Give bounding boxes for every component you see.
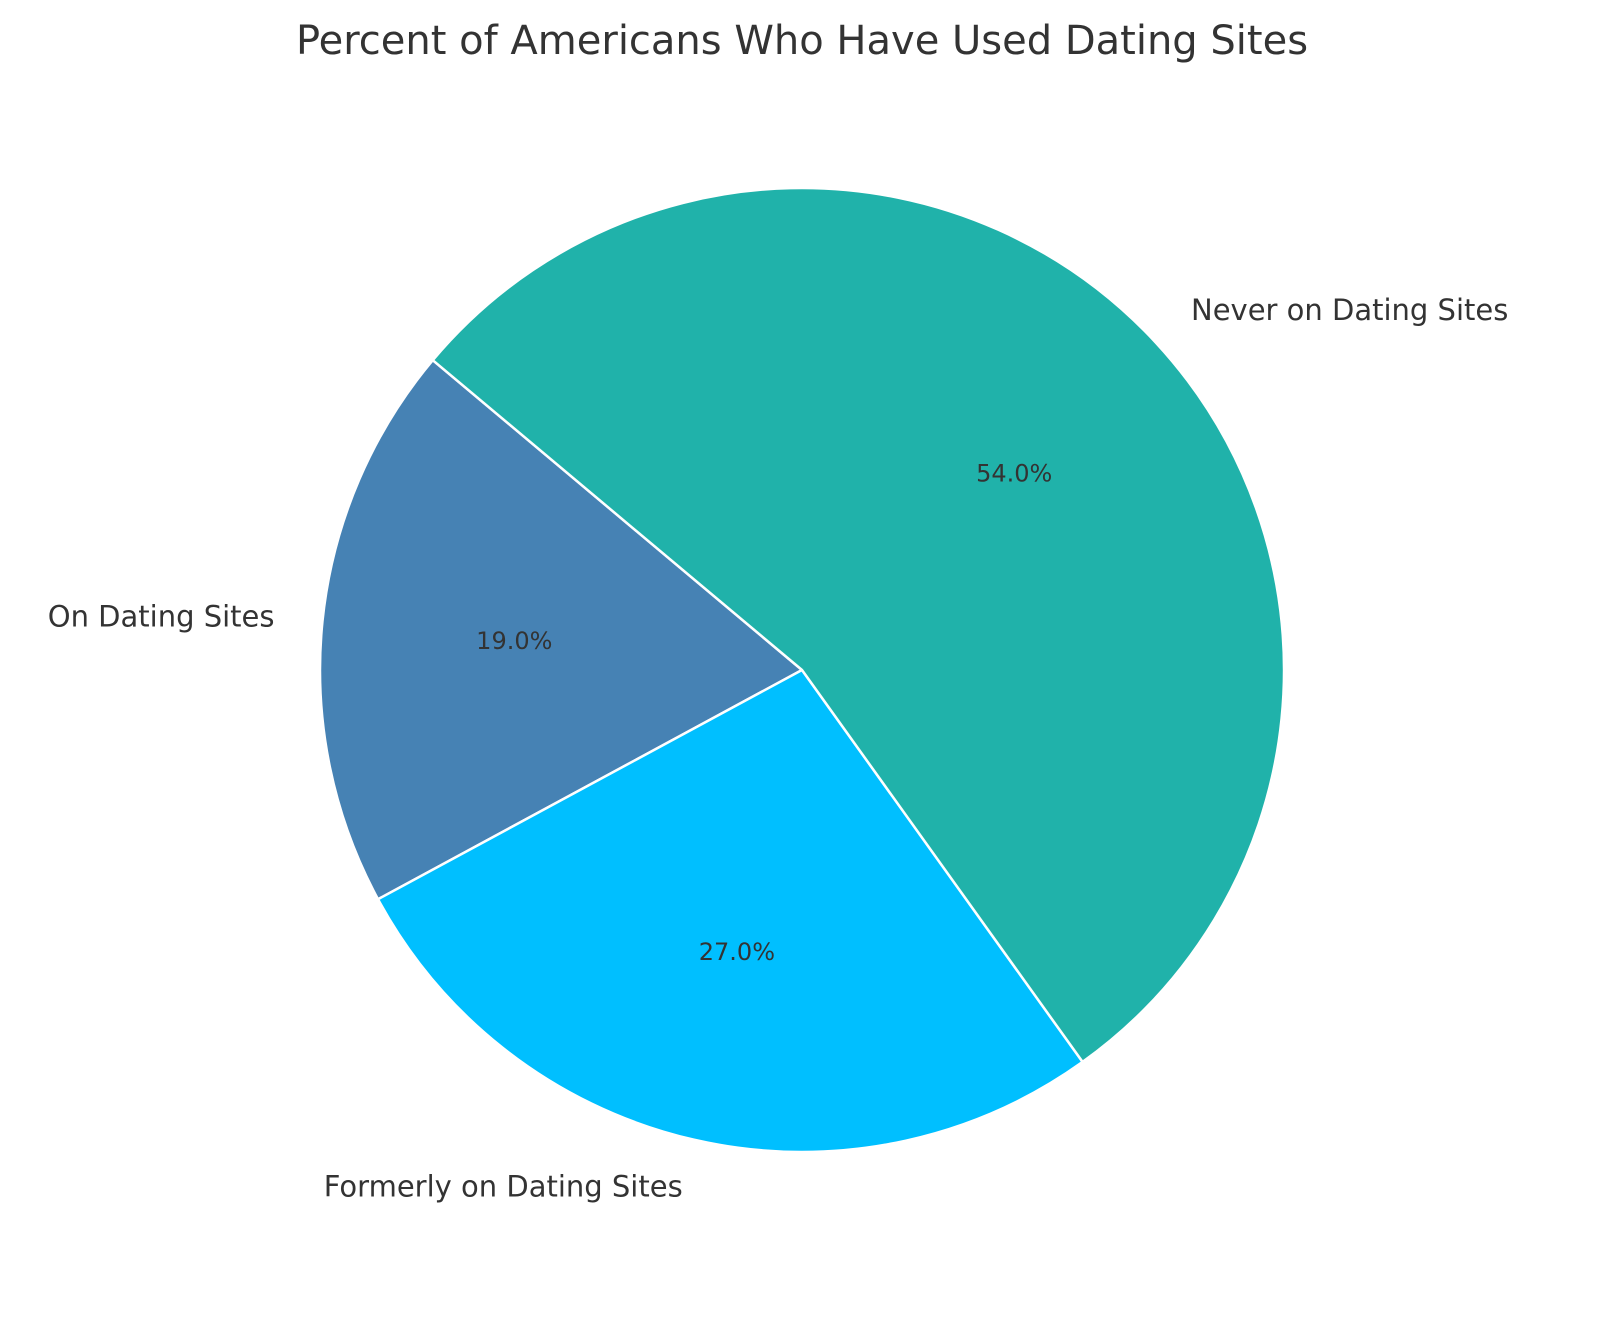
pie-slices (318, 186, 1286, 1154)
chart-title: Percent of Americans Who Have Used Datin… (296, 18, 1308, 64)
pie-slice-on-dating-sites (318, 358, 804, 901)
slice-label-never-on-dating-sites: Never on Dating Sites (1191, 293, 1508, 327)
pie-slice-formerly-on-dating-sites (376, 668, 1084, 1154)
slice-label-on-dating-sites: On Dating Sites (48, 599, 275, 633)
percent-label-formerly-on-dating-sites: 27.0% (699, 938, 775, 966)
slice-label-formerly-on-dating-sites: Formerly on Dating Sites (324, 1170, 683, 1204)
percent-label-never-on-dating-sites: 54.0% (976, 460, 1052, 488)
percent-label-on-dating-sites: 19.0% (476, 627, 552, 655)
pie-slice-never-on-dating-sites (431, 186, 1286, 1064)
pie-labels: On Dating Sites 19.0% Formerly on Dating S… (48, 293, 1509, 1204)
